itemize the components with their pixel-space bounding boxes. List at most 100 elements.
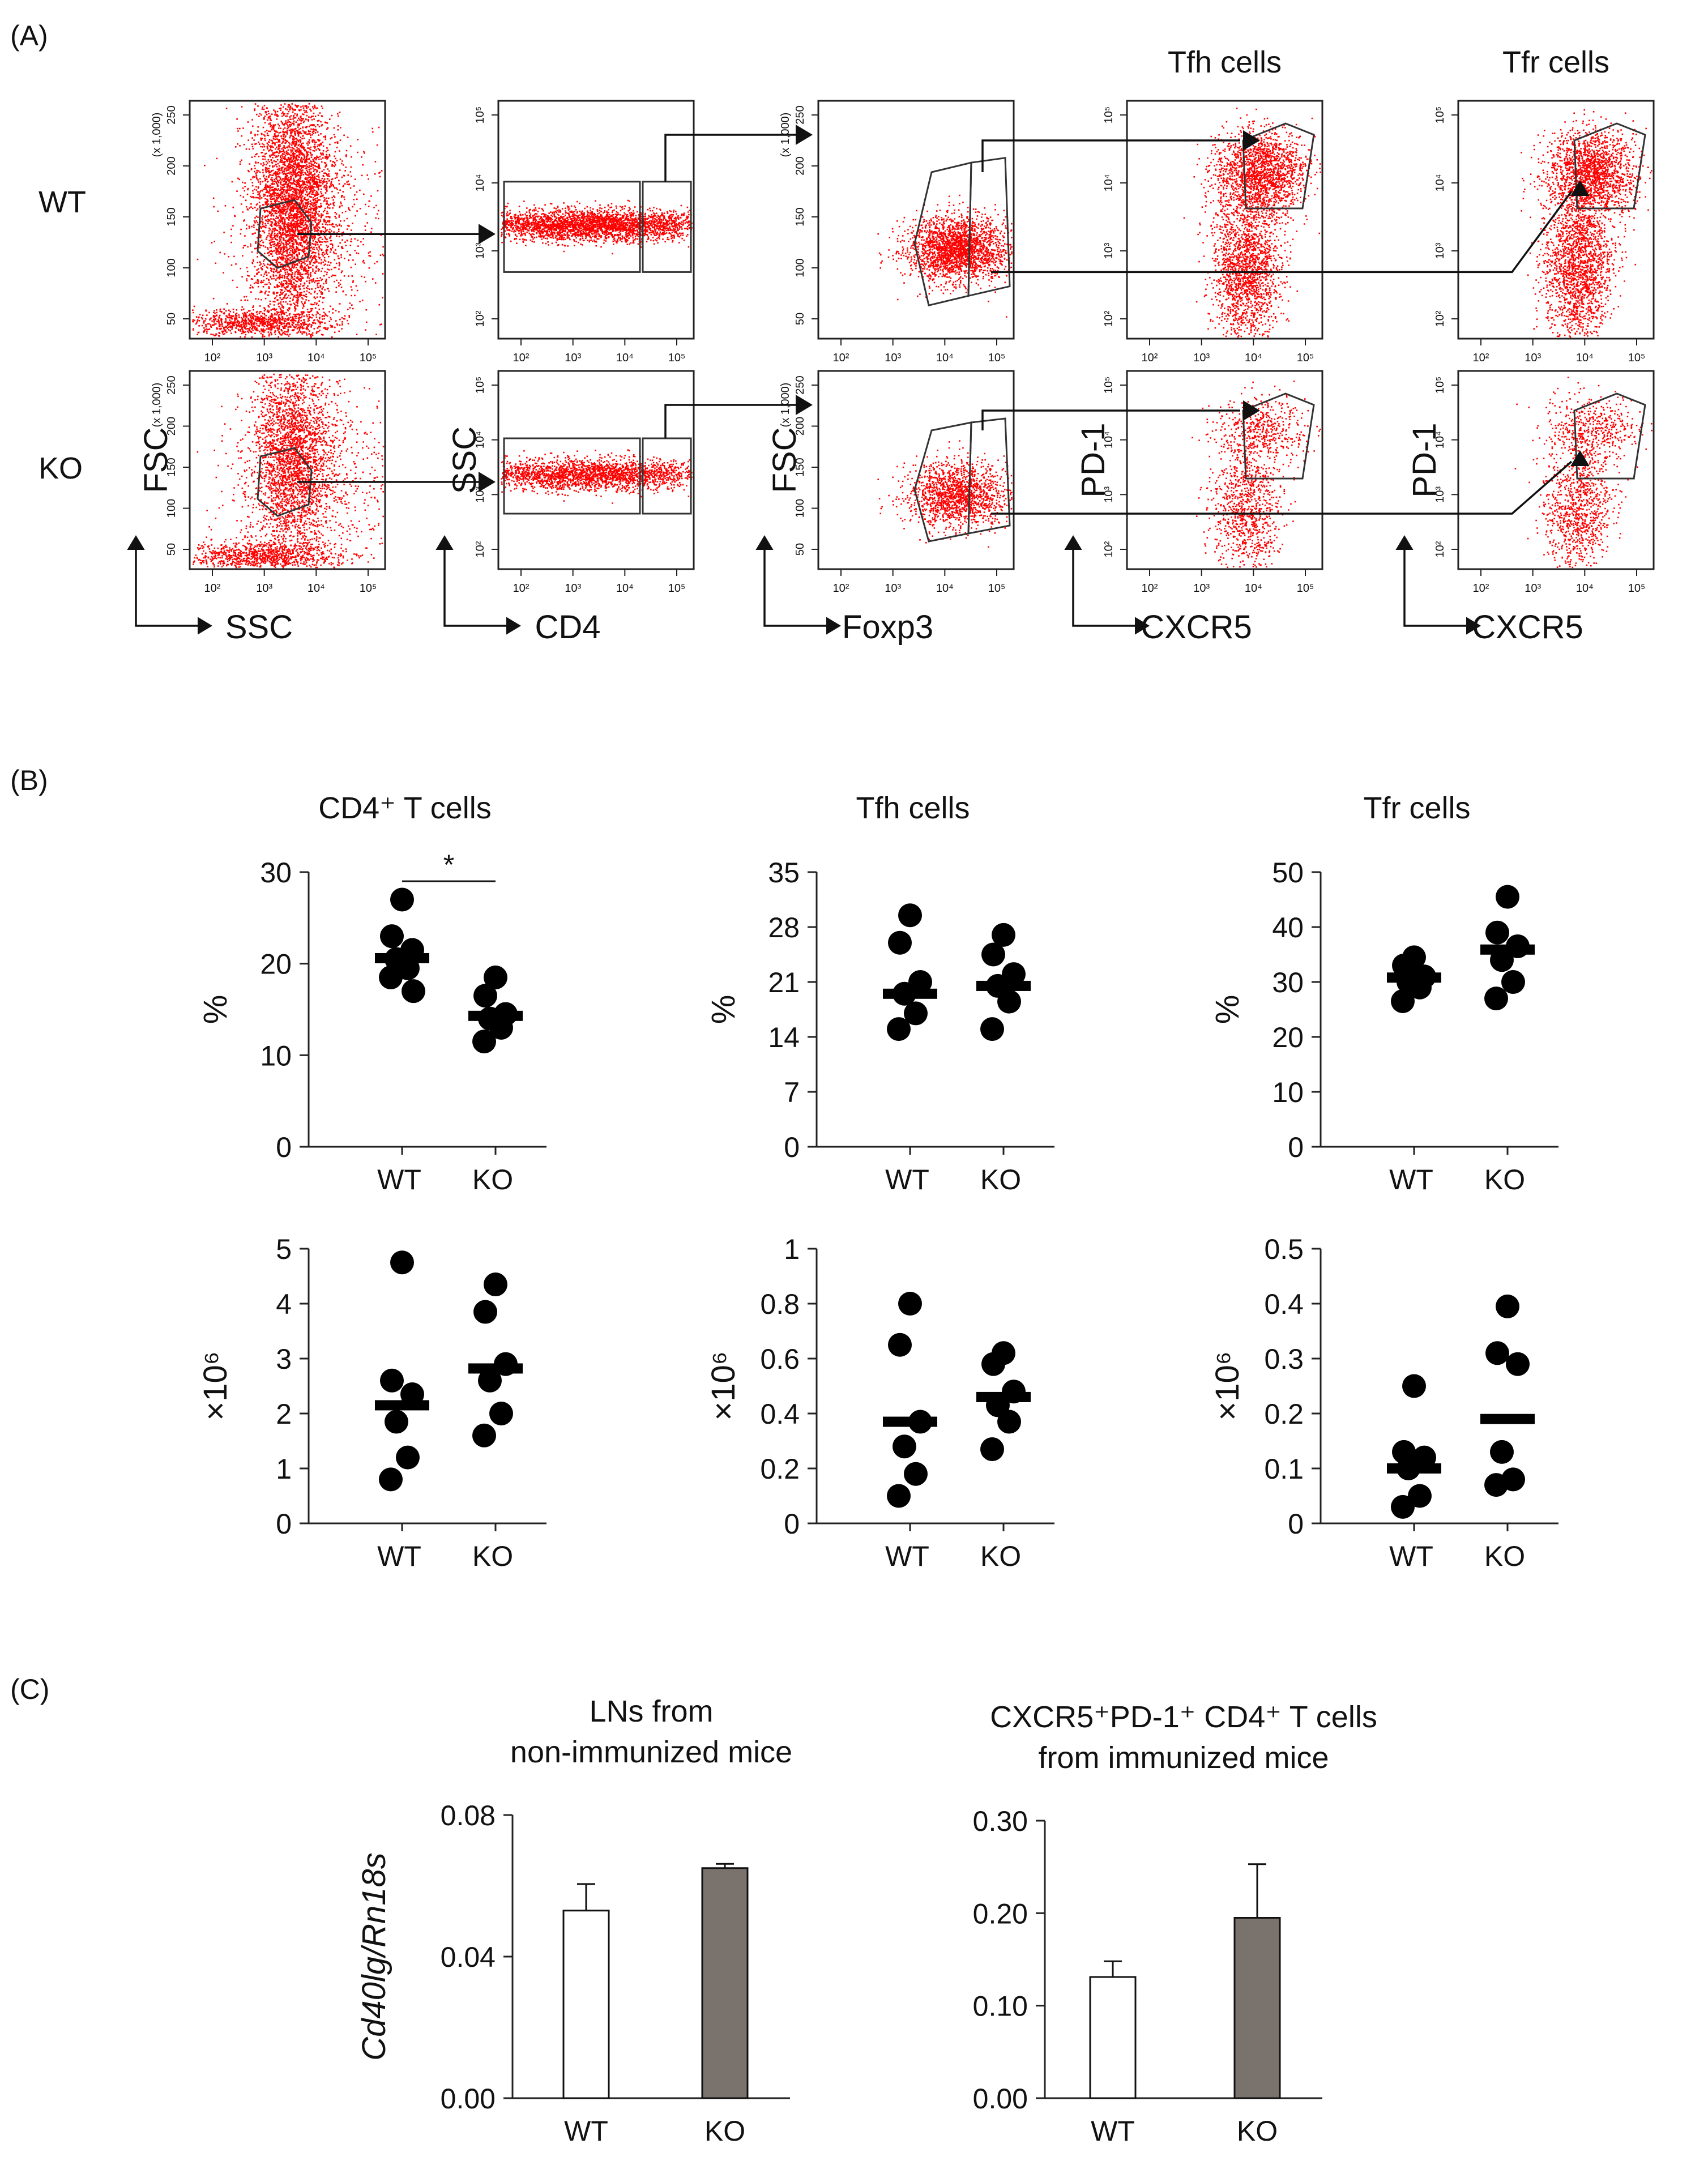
y-tick-label: 50 <box>1272 857 1304 889</box>
x-tick-label: 10³ <box>1525 352 1541 364</box>
events-cd4 <box>501 449 693 504</box>
y-tick-label: 10² <box>1103 541 1115 557</box>
y-tick-label: 10³ <box>474 242 486 259</box>
gate-foxp3-positive <box>967 417 1011 535</box>
bar-chart-1: 0.00 0.04 0.08 LNs from non-immunized mice Cd… <box>356 1694 792 2147</box>
x-axis-title: CXCR5 <box>1141 609 1252 646</box>
data-point-ko <box>489 1402 513 1425</box>
y-tick-label: 10⁵ <box>474 377 486 394</box>
x-tick-label: KO <box>1237 2115 1278 2147</box>
x-tick-label: 10⁵ <box>360 582 377 595</box>
mean-bar-wt <box>1387 972 1441 983</box>
x-tick-label: 10² <box>513 352 530 364</box>
axis-arrow-up <box>1064 535 1082 550</box>
y-tick-label: 10⁵ <box>1103 106 1115 124</box>
y-tick-label: 0.00 <box>973 2083 1028 2115</box>
data-point-wt <box>904 1462 928 1486</box>
mean-bar-wt <box>375 1400 429 1411</box>
y-tick-label: 1 <box>784 1233 800 1265</box>
y-tick-label: 4 <box>276 1288 292 1320</box>
x-tick-label: 10² <box>204 582 221 595</box>
gating-arrowhead-tfh <box>1243 130 1260 151</box>
data-point-ko <box>981 942 1005 967</box>
data-point-wt <box>380 924 404 949</box>
x-tick-label: 10² <box>1473 352 1489 364</box>
y-tick-label: 10⁴ <box>1103 431 1115 449</box>
y-tick-label: 20 <box>260 949 292 980</box>
y-tick-label: 20 <box>1272 1022 1304 1053</box>
y-axis-title: % <box>705 995 742 1024</box>
gating-arrow-tfr <box>991 190 1573 274</box>
x-tick-label: KO <box>980 1164 1021 1195</box>
data-point-wt <box>385 1410 408 1434</box>
row-label-wt: WT <box>39 185 86 219</box>
data-point-wt <box>1402 1374 1426 1398</box>
data-point-ko <box>1506 1352 1530 1376</box>
x-tick-label: KO <box>980 1540 1021 1572</box>
data-point-wt <box>380 1368 404 1393</box>
x-tick-label: 10³ <box>256 352 272 364</box>
y-tick-label: 0.00 <box>441 2083 496 2115</box>
y-tick-label: 0 <box>276 1508 292 1540</box>
events-pd1-high <box>1192 381 1321 489</box>
y-axis-title: % <box>1209 995 1246 1024</box>
x-tick-label: 10² <box>1142 582 1158 595</box>
bar-ko <box>1233 1917 1281 2099</box>
gate-foxp3-negative <box>913 421 972 543</box>
y-tick-label: 10⁵ <box>474 106 486 124</box>
gate-foxp3-negative <box>913 161 972 307</box>
y-tick-label: 200 <box>165 417 178 435</box>
axis-arrow-right <box>506 617 521 635</box>
x-tick-label: 10³ <box>256 582 272 595</box>
y-axis-title: PD-1 <box>1406 422 1443 497</box>
axis-arrow-right <box>1466 617 1481 635</box>
mean-bar-ko <box>976 1391 1031 1402</box>
data-point-wt <box>887 1484 911 1508</box>
y-tick-label: 200 <box>794 156 806 175</box>
x-tick-label: WT <box>564 2115 608 2147</box>
y-tick-label: 0.4 <box>760 1398 800 1430</box>
gating-arrowhead-2 <box>796 125 813 145</box>
y-tick-label: 10⁴ <box>1103 174 1115 192</box>
axis-indicator <box>443 544 513 627</box>
x-tick-label: 10⁵ <box>1297 352 1314 364</box>
bar-wt <box>562 1910 610 2099</box>
y-tick-label: 10⁴ <box>1434 174 1446 192</box>
x-tick-label: 10³ <box>1193 352 1210 364</box>
x-axis-title: Foxp3 <box>842 609 933 646</box>
plot-frame <box>189 100 386 340</box>
gating-arrowhead-2 <box>796 395 813 415</box>
y-tick-label: 0.1 <box>1264 1453 1304 1485</box>
flow-panel-ko-4: 10² 10³ 10⁴ 10⁵ 10⁵ 10⁴ 10³ 10² CXCR5 PD-1 <box>1064 370 1323 646</box>
x-tick-label: 10³ <box>1193 582 1210 595</box>
y-tick-label: 10⁵ <box>1434 377 1446 394</box>
y-tick-label: 0.04 <box>441 1941 496 1973</box>
gating-arrowhead-tfr <box>1570 180 1590 196</box>
gate-cd4-positive <box>642 181 692 273</box>
y-tick-label: 0.08 <box>441 1800 496 1831</box>
x-tick-label: 10² <box>833 582 849 595</box>
events-pd1-high <box>1183 108 1321 251</box>
y-tick-label: 0 <box>1288 1508 1304 1540</box>
data-point-wt <box>887 1017 911 1041</box>
gating-arrow-2 <box>664 404 796 438</box>
events-pd1-low <box>1527 411 1635 569</box>
y-tick-label: 0.2 <box>1264 1398 1304 1430</box>
data-point-ko <box>980 1017 1004 1041</box>
gating-arrow-tfr <box>991 460 1573 515</box>
y-tick-label: 10² <box>1434 310 1446 327</box>
mean-bar-ko <box>976 980 1031 991</box>
y-axis-title: ×10⁶ <box>705 1351 742 1420</box>
y-axis-title: % <box>197 995 234 1024</box>
axis-arrow-right <box>1135 617 1150 635</box>
bar-chart-panels: 0.00 0.04 0.08 LNs from non-immunized mice Cd… <box>356 1694 1377 2147</box>
y-tick-label: 14 <box>768 1022 800 1053</box>
events-cd4 <box>501 199 693 255</box>
flow-panel-ko-2: 10² 10³ 10⁴ 10⁵ 10⁵ 10⁴ 10³ 10² CD4 SSC <box>435 370 695 646</box>
y-tick-label: 5 <box>276 1233 292 1265</box>
data-point-ko <box>472 1030 496 1054</box>
y-tick-label: 10³ <box>1434 242 1446 259</box>
x-tick-label: KO <box>704 2115 745 2147</box>
